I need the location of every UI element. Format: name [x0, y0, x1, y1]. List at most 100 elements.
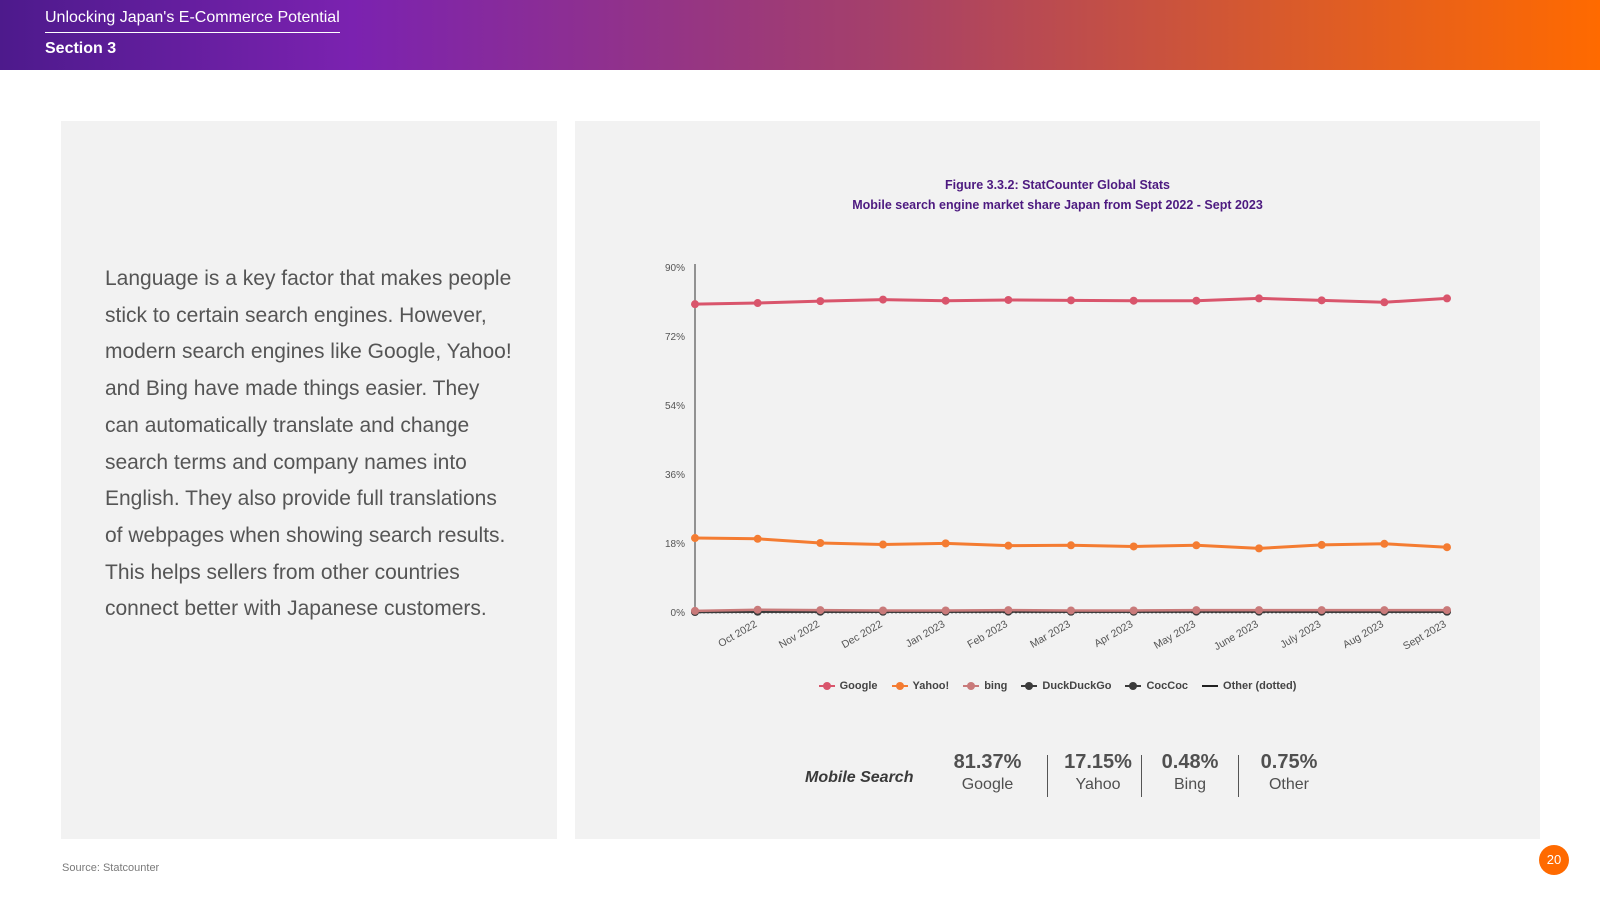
legend-line [1202, 685, 1219, 687]
legend-label: CocCoc [1146, 680, 1189, 692]
data-point-yahoo [1443, 543, 1451, 552]
data-point-yahoo [879, 540, 887, 549]
x-tick-label: July 2023 [1278, 618, 1323, 651]
summary-label: Mobile Search [805, 769, 914, 786]
legend-label: bing [984, 680, 1008, 692]
data-point-google [1129, 296, 1138, 305]
legend-swatch [1021, 681, 1038, 691]
stat-value: 0.48% [1161, 751, 1219, 773]
legend-marker [895, 682, 904, 690]
stat-yahoo: 17.15% Yahoo [1048, 751, 1148, 794]
data-point-bing [879, 606, 887, 615]
legend-item: Other (dotted) [1202, 680, 1296, 692]
data-point-google [816, 297, 825, 306]
data-point-google [1317, 296, 1326, 305]
legend-swatch [1125, 681, 1142, 691]
data-point-google [1443, 294, 1451, 303]
stat-divider [1047, 755, 1048, 797]
y-tick-label: 54% [665, 401, 685, 412]
y-tick-label: 90% [665, 263, 685, 274]
data-point-google [753, 299, 762, 308]
data-point-bing [1192, 606, 1201, 615]
legend-item: DuckDuckGo [1021, 680, 1111, 692]
y-tick-label: 36% [665, 470, 685, 481]
data-point-google [879, 295, 887, 304]
x-tick-label: Mar 2023 [1028, 618, 1073, 651]
data-point-google [1192, 296, 1201, 305]
data-point-yahoo [1129, 542, 1138, 551]
stat-name: Other [1268, 776, 1309, 793]
data-point-bing [816, 606, 825, 615]
data-point-yahoo [1067, 541, 1075, 550]
y-tick-label: 0% [671, 608, 686, 619]
x-tick-label: Nov 2022 [777, 618, 822, 651]
stat-bing: 0.48% Bing [1142, 751, 1238, 794]
x-tick-label: Jan 2023 [904, 618, 948, 650]
y-tick-label: 72% [665, 332, 685, 343]
data-point-bing [1380, 606, 1389, 615]
x-tick-label: May 2023 [1152, 618, 1198, 652]
x-tick-label: Feb 2023 [965, 618, 1010, 651]
data-point-bing [1129, 606, 1138, 615]
legend-item: Yahoo! [891, 680, 950, 692]
stat-name: Yahoo [1075, 776, 1121, 793]
data-point-bing [753, 605, 762, 614]
legend-label: Google [839, 680, 878, 692]
legend-marker [1025, 682, 1034, 690]
body-paragraph: Language is a key factor that makes peop… [105, 267, 512, 621]
x-tick-label: June 2023 [1212, 618, 1261, 653]
mobile-search-summary: Mobile Search 81.37% Google 17.15% Yahoo… [575, 751, 1540, 811]
x-tick-label: Apr 2023 [1092, 618, 1135, 650]
chart-panel: Figure 3.3.2: StatCounter Global Stats M… [575, 121, 1540, 839]
data-point-yahoo [816, 539, 825, 547]
legend-label: Yahoo! [912, 680, 950, 692]
stat-google: 81.37% Google [945, 751, 1030, 794]
data-point-yahoo [691, 534, 699, 543]
page-number-badge: 20 [1539, 845, 1569, 875]
legend-marker [1129, 682, 1138, 690]
document-title: Unlocking Japan's E-Commerce Potential [45, 9, 340, 33]
data-point-yahoo [1317, 540, 1326, 549]
data-point-bing [1443, 606, 1451, 615]
data-point-yahoo [1192, 541, 1201, 550]
legend-label: Other (dotted) [1223, 680, 1297, 692]
stat-name: Bing [1173, 776, 1207, 793]
legend-item: bing [963, 680, 1007, 692]
legend-marker [822, 682, 831, 690]
legend-marker [967, 682, 976, 690]
data-point-yahoo [941, 539, 950, 548]
legend-swatch [1202, 681, 1219, 691]
chart-title: Figure 3.3.2: StatCounter Global Stats [944, 178, 1171, 192]
legend-swatch [891, 681, 908, 691]
data-point-yahoo [1255, 544, 1263, 553]
data-point-bing [1317, 606, 1326, 615]
data-point-yahoo [1380, 539, 1389, 548]
chart-legend: Google Yahoo! bing DuckDuckGo CocCoc Other (d… [575, 680, 1540, 692]
data-point-google [1380, 298, 1389, 307]
x-tick-label: Aug 2023 [1341, 618, 1386, 651]
data-point-bing [1004, 606, 1013, 615]
chart-subtitle: Mobile search engine market share Japan … [852, 198, 1263, 212]
line-chart: 0% 18% 36% 54% 72% 90% Oct 2022 Nov 2022 Dec 202… [665, 263, 1451, 653]
text-panel: Language is a key factor that makes peop… [61, 121, 557, 839]
data-point-bing [1255, 606, 1263, 615]
legend-item: Google [818, 680, 878, 692]
stat-other: 0.75% Other [1239, 751, 1339, 794]
data-point-bing [691, 606, 699, 615]
data-point-google [1004, 295, 1013, 304]
section-label: Section 3 [45, 40, 117, 57]
stat-value: 17.15% [1064, 751, 1132, 773]
stat-divider [1238, 755, 1239, 797]
stat-name: Google [961, 776, 1014, 793]
data-point-google [691, 300, 699, 309]
data-point-google [1255, 294, 1263, 303]
data-point-google [941, 296, 950, 305]
header-banner: Unlocking Japan's E-Commerce Potential S… [0, 0, 1600, 70]
x-tick-label: Dec 2022 [840, 618, 885, 651]
x-tick-label: Oct 2022 [716, 618, 759, 650]
data-point-yahoo [1004, 541, 1013, 550]
legend-swatch [818, 681, 835, 691]
legend-item: CocCoc [1125, 680, 1188, 692]
source-note: Source: Statcounter [62, 862, 160, 874]
data-point-yahoo [753, 534, 762, 543]
